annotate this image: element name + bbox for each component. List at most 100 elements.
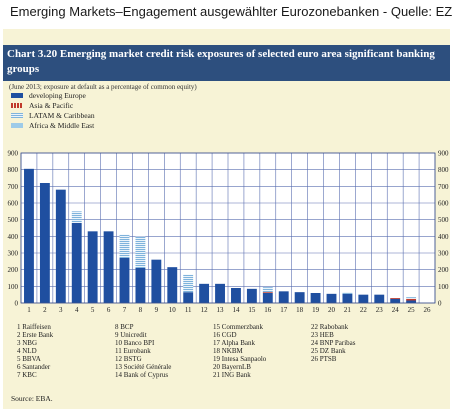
chart-frame: Chart 3.20 Emerging market credit risk e…: [3, 29, 450, 409]
x-tick-label: 9: [155, 306, 159, 314]
y-tick-label-right: 800: [438, 166, 449, 174]
y-tick-label-right: 900: [438, 150, 449, 158]
x-tick-label: 5: [91, 306, 95, 314]
bar-segment-latam-caribbean: [262, 287, 273, 293]
plot-border: [20, 152, 436, 304]
x-tick-label: 23: [376, 306, 384, 314]
bar-segment-latam-caribbean: [71, 211, 82, 223]
bank-label: 3 NBG: [17, 339, 38, 347]
bar-segment-developing-europe: [358, 294, 369, 303]
bank-label: 16 CGD: [213, 331, 237, 339]
x-tick-label: 7: [123, 306, 127, 314]
x-tick-label: 24: [392, 306, 400, 314]
bank-label: 22 Rabobank: [311, 323, 349, 331]
x-tick-label: 2: [43, 306, 47, 314]
chart-source: Source: EBA.: [11, 394, 53, 403]
x-tick-label: 3: [59, 306, 63, 314]
bank-list-column-3: 15 Commerzbank 16 CGD 17 Alpha Bank 18 NKBM…: [213, 323, 266, 379]
x-tick-label: 18: [296, 306, 304, 314]
y-tick-label-right: 200: [438, 266, 449, 274]
y-tick-label-left: 700: [8, 183, 19, 191]
bank-label: 7 KBC: [17, 371, 37, 379]
bar-segment-developing-europe: [103, 231, 114, 303]
bank-label: 6 Santander: [17, 363, 51, 371]
bar-segment-latam-caribbean: [119, 234, 130, 258]
bank-label: 4 NLD: [17, 347, 37, 355]
x-tick-label: 13: [217, 306, 225, 314]
bank-label: 19 Intesa Sanpaolo: [213, 355, 267, 363]
legend-swatch: [11, 93, 23, 98]
bank-label: 11 Eurobank: [115, 347, 151, 355]
legend-swatch: [11, 113, 23, 118]
y-tick-label-left: 900: [8, 150, 19, 158]
x-tick-label: 1: [27, 306, 31, 314]
bar-segment-developing-europe: [119, 258, 130, 303]
bank-list-column-4: 22 Rabobank 23 HEB 24 BNP Paribas 25 DZ Ban…: [311, 323, 355, 363]
bank-label: 1 Raiffeisen: [17, 323, 51, 331]
chart-subtitle: (June 2013; exposure at default as a per…: [9, 83, 197, 91]
bar-segment-asia-pacific: [406, 298, 417, 301]
bar-segment-asia-pacific: [390, 298, 401, 299]
page-title: Emerging Markets–Engagement ausgewählter…: [10, 4, 453, 19]
y-tick-label-right: 100: [438, 283, 449, 291]
x-tick-label: 19: [312, 306, 320, 314]
x-tick-label: 10: [169, 306, 177, 314]
bank-label: 14 Bank of Cyprus: [115, 371, 169, 379]
bar-segment-developing-europe: [406, 300, 417, 303]
legend-swatch: [11, 123, 23, 128]
x-tick-label: 20: [328, 306, 336, 314]
bank-label: 12 BSTG: [115, 355, 142, 363]
y-tick-label-right: 0: [438, 300, 442, 308]
bar-segment-developing-europe: [135, 268, 146, 303]
bar-segment-latam-caribbean: [342, 292, 353, 294]
bank-label: 18 NKBM: [213, 347, 243, 355]
x-tick-label: 21: [344, 306, 352, 314]
bar-segment-developing-europe: [231, 288, 241, 303]
y-tick-label-left: 200: [8, 266, 19, 274]
bank-label: 9 Unicredit: [115, 331, 147, 339]
bank-list-column-1: 1 Raiffeisen 2 Erste Bank 3 NBG 4 NLD 5 BBVA…: [17, 323, 53, 379]
bar-segment-latam-caribbean: [406, 297, 417, 299]
bar-segment-developing-europe: [24, 168, 34, 303]
bar-segment-developing-europe: [215, 283, 225, 303]
bar-segment-developing-europe: [39, 183, 50, 303]
legend-label: developing Europe: [29, 91, 86, 100]
bar-segment-developing-europe: [262, 293, 273, 303]
y-tick-label-left: 600: [8, 200, 19, 208]
bar-segment-developing-europe: [310, 293, 321, 303]
bank-label: 21 ING Bank: [213, 371, 251, 379]
y-tick-label-left: 500: [8, 216, 19, 224]
chart-title: Chart 3.20 Emerging market credit risk e…: [7, 48, 435, 75]
bank-label: 23 HEB: [311, 331, 334, 339]
y-tick-label-right: 400: [438, 233, 449, 241]
bar-segment-developing-europe: [246, 288, 257, 303]
x-tick-label: 14: [232, 306, 240, 314]
bank-label: 20 BayernLB: [213, 363, 251, 371]
bank-label: 10 Banco BPI: [115, 339, 155, 347]
bank-label: 8 BCP: [115, 323, 134, 331]
bar-segment-developing-europe: [199, 283, 210, 303]
bar-segment-developing-europe: [278, 291, 289, 303]
chart-header: Chart 3.20 Emerging market credit risk e…: [3, 45, 450, 81]
y-tick-label-right: 700: [438, 183, 449, 191]
x-tick-label: 25: [408, 306, 416, 314]
bar-chart: 0 0 100 100 200 200 300 300 400 400 500 500 600 600 70…: [8, 150, 450, 315]
bank-label: 26 PTSB: [311, 355, 337, 363]
x-tick-label: 11: [185, 306, 192, 314]
bar-segment-latam-caribbean: [183, 274, 194, 293]
x-tick-label: 17: [280, 306, 288, 314]
x-tick-label: 15: [248, 306, 256, 314]
bar-segment-developing-europe: [183, 292, 194, 303]
bar-segment-developing-europe: [342, 293, 353, 303]
bank-label: 5 BBVA: [17, 355, 41, 363]
bar-segment-developing-europe: [167, 267, 178, 303]
y-tick-label-left: 100: [8, 283, 19, 291]
x-tick-label: 12: [201, 306, 209, 314]
x-tick-label: 26: [424, 306, 432, 314]
bar-segment-developing-europe: [55, 189, 66, 303]
bar-segment-developing-europe: [87, 231, 98, 303]
y-tick-label-left: 400: [8, 233, 19, 241]
y-tick-label-left: 300: [8, 250, 19, 258]
bar-segment-developing-europe: [326, 293, 337, 303]
legend-label: Asia & Pacific: [29, 101, 74, 110]
